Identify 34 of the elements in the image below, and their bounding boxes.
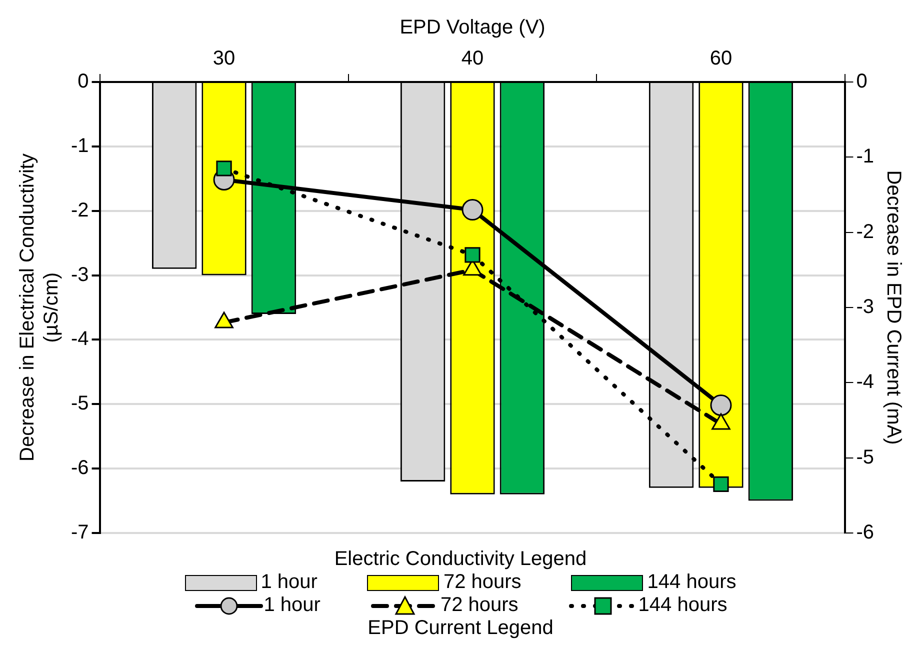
legend-label: 1 hour	[260, 571, 318, 594]
point	[462, 199, 484, 221]
y-tick-label: -3	[70, 264, 89, 286]
y2-tick-label: -1	[856, 146, 874, 168]
y2-axis-title: Decrease in EPD Current (mA)	[882, 170, 904, 445]
x-axis-title: EPD Voltage (V)	[400, 16, 546, 39]
point	[710, 394, 732, 416]
text: EPD Current Legend	[366, 617, 554, 640]
y-axis-title: Decrease in Electrical Conductivity (µS/cm)	[16, 154, 63, 462]
y-tick-label: -7	[70, 522, 89, 544]
y-tick-label: -4	[70, 328, 89, 350]
y-tick-label: 0	[78, 70, 89, 93]
x-tick-label: 40	[461, 48, 484, 70]
x-tick-label: 60	[710, 48, 732, 70]
legend-label: 72 hours	[442, 571, 522, 594]
point	[464, 247, 480, 263]
y2-tick-label: 0	[856, 70, 868, 93]
point	[713, 476, 729, 492]
legend-label: 72 hours	[439, 594, 518, 617]
y-tick-label: -1	[70, 134, 89, 157]
y-tick-label: -6	[70, 457, 89, 480]
legend-title: Electric Conductivity Legend	[333, 548, 588, 571]
y-tick-label: -2	[70, 199, 89, 222]
legend-label: 144 hours	[646, 571, 736, 594]
y-tick-label: -5	[70, 392, 89, 415]
y2-tick-label: -5	[856, 446, 874, 468]
y2-tick-label: -3	[856, 296, 874, 318]
y2-tick-label: -2	[856, 220, 874, 243]
point	[216, 160, 232, 176]
legend-label: 144 hours	[637, 594, 728, 617]
y2-tick-label: -4	[856, 371, 874, 394]
legend-label: 1 hour	[262, 594, 320, 617]
y2-tick-label: -6	[856, 522, 874, 544]
x-tick-label: 30	[212, 48, 236, 70]
